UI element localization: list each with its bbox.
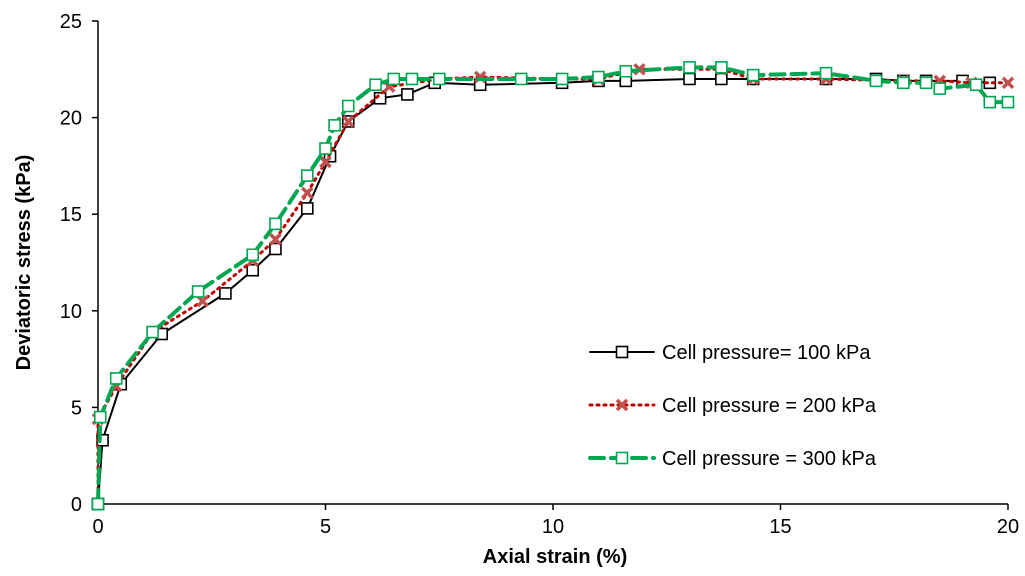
series-200kpa-point — [269, 233, 282, 246]
series-100kpa — [91, 72, 997, 511]
series-200kpa-point — [301, 186, 314, 200]
series-300kpa-point — [819, 66, 833, 80]
legend-label-100kpa: Cell pressure= 100 kPa — [662, 342, 871, 364]
series-100kpa-point — [246, 263, 259, 277]
legend-item-300kpa: Cell pressure = 300 kPa — [662, 448, 877, 470]
y-tick-label: 10 — [60, 301, 82, 323]
x-ticks: 0 5 10 15 20 — [92, 504, 1019, 538]
x-tick-label: 5 — [320, 516, 331, 538]
series-300kpa-point — [919, 76, 933, 90]
series-100kpa-line — [97, 78, 991, 505]
series-100kpa-point — [269, 242, 282, 256]
y-tick-label: 25 — [60, 11, 82, 33]
series-300kpa-point — [93, 410, 107, 424]
series-300kpa-point — [246, 248, 259, 262]
series-200kpa-point — [319, 155, 332, 169]
legend-item-100kpa: Cell pressure= 100 kPa — [662, 342, 871, 364]
x-axis-title: Axial strain (%) — [483, 546, 627, 568]
series-300kpa-point — [109, 372, 123, 385]
series-300kpa-point — [897, 76, 910, 90]
y-axis-title: Deviatoric stress (kPa) — [13, 155, 35, 371]
series-300kpa-point — [432, 72, 446, 86]
series-300kpa-point — [387, 72, 401, 86]
series-300kpa — [91, 61, 1015, 511]
series-layer — [91, 61, 1015, 511]
series-300kpa-point — [300, 169, 314, 182]
series-300kpa-point — [555, 72, 569, 86]
series-100kpa-point — [373, 91, 387, 105]
series-200kpa-point — [1001, 76, 1015, 90]
legend-label-300kpa: Cell pressure = 300 kPa — [662, 448, 877, 470]
series-300kpa-point — [91, 497, 105, 511]
y-ticks: 0 5 10 15 20 25 — [60, 11, 98, 516]
y-tick-label: 5 — [71, 397, 82, 419]
series-300kpa-point — [683, 61, 696, 74]
series-300kpa-point — [1001, 95, 1015, 109]
series-300kpa-point — [191, 285, 205, 298]
series-300kpa-point — [405, 72, 419, 86]
series-300kpa-point — [746, 68, 760, 82]
y-tick-label: 0 — [71, 494, 82, 516]
series-200kpa-line — [96, 67, 1010, 506]
legend-marker — [615, 398, 629, 412]
legend-marker — [615, 345, 629, 359]
legend-label-200kpa: Cell pressure = 200 kPa — [662, 395, 877, 417]
series-300kpa-point — [869, 74, 883, 88]
legend: Cell pressure= 100 kPa Cell pressure = 2… — [588, 342, 877, 470]
legend-item-200kpa: Cell pressure = 200 kPa — [662, 395, 877, 417]
legend-swatch-300kpa — [588, 451, 656, 465]
y-tick-label: 20 — [60, 108, 82, 130]
series-300kpa-point — [369, 78, 382, 92]
series-300kpa-point — [983, 95, 997, 109]
x-tick-label: 20 — [997, 516, 1019, 538]
axes: 0 5 10 15 20 0 5 10 15 20 25 — [60, 11, 1019, 538]
legend-swatch-100kpa — [589, 345, 655, 359]
series-300kpa-point — [319, 142, 332, 155]
series-100kpa-point — [219, 287, 232, 300]
legend-swatch-200kpa — [588, 398, 656, 412]
series-300kpa-point — [619, 64, 633, 78]
series-300kpa-point — [146, 325, 159, 339]
y-tick-label: 15 — [60, 204, 82, 226]
series-300kpa-point — [341, 99, 355, 113]
series-300kpa-point — [514, 72, 528, 86]
x-tick-label: 15 — [769, 516, 791, 538]
series-300kpa-point — [933, 82, 947, 95]
series-200kpa-point — [342, 115, 355, 128]
series-300kpa-point — [715, 61, 728, 74]
x-tick-label: 10 — [542, 516, 564, 538]
legend-marker — [615, 451, 629, 465]
x-tick-label: 0 — [92, 516, 103, 538]
series-300kpa-point — [592, 70, 605, 84]
series-100kpa-point — [401, 88, 414, 101]
series-300kpa-point — [328, 119, 341, 132]
series-200kpa-point — [196, 294, 209, 308]
series-100kpa-point — [300, 202, 314, 215]
series-300kpa-point — [269, 217, 282, 231]
series-100kpa-point — [683, 72, 696, 86]
series-200kpa — [91, 63, 1015, 511]
series-300kpa-point — [969, 78, 983, 92]
